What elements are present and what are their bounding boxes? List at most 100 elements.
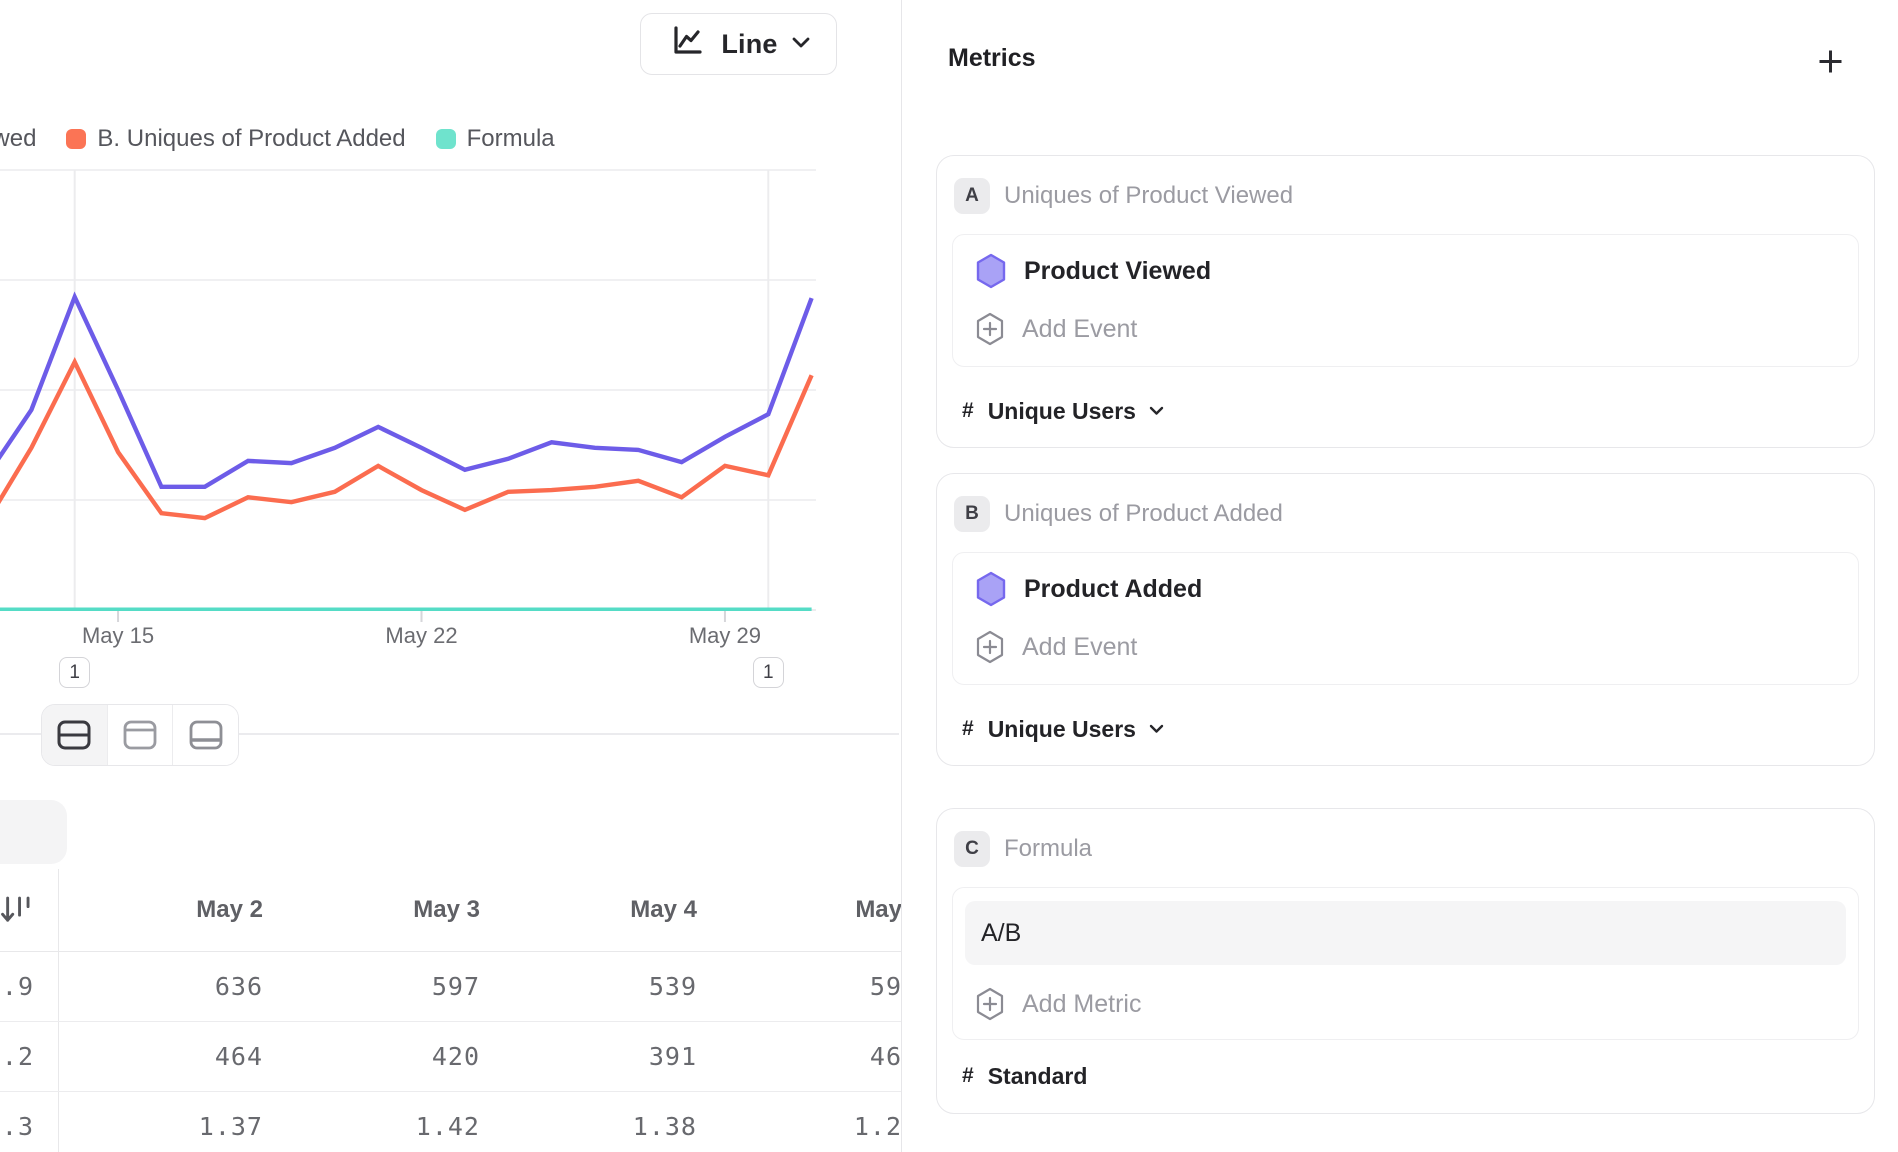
table-cell: 46 xyxy=(869,1042,901,1071)
series-line xyxy=(0,357,814,521)
panel-bottom-icon xyxy=(189,720,223,750)
annotation-badge[interactable]: 1 xyxy=(59,657,91,688)
chevron-down-icon xyxy=(1149,406,1164,415)
chevron-down-icon xyxy=(792,35,810,53)
metric-badge-b: B xyxy=(954,496,990,532)
x-axis-label: May 15 xyxy=(82,623,154,648)
table-cell: .2 xyxy=(0,1022,59,1091)
chart-type-dropdown[interactable]: Line xyxy=(640,13,837,75)
formula-input[interactable]: A/B xyxy=(965,901,1846,965)
measure-dropdown[interactable]: # Unique Users xyxy=(962,712,1164,746)
column-header[interactable]: May xyxy=(855,896,901,923)
view-option-panel-bottom[interactable] xyxy=(172,705,238,765)
table-header-row: May 2 May 3 May 4 May xyxy=(0,869,901,952)
table-row[interactable]: .9 636 597 539 59 xyxy=(0,952,901,1022)
metric-title: Uniques of Product Added xyxy=(1004,500,1283,527)
table-cell: .3 xyxy=(0,1092,59,1152)
metric-badge-c: C xyxy=(954,831,990,867)
add-event-button[interactable]: Add Event xyxy=(975,627,1137,667)
legend-label-b: B. Uniques of Product Added xyxy=(97,125,406,152)
chart-legend: A. Uniques of Product Viewed B. Uniques … xyxy=(0,124,555,154)
legend-swatch-b xyxy=(66,129,87,149)
table-cell: 391 xyxy=(648,1042,697,1071)
line-chart[interactable]: May 15 May 22 May 29 xyxy=(0,160,816,656)
measure-dropdown[interactable]: # Unique Users xyxy=(962,394,1164,428)
table-cell: 420 xyxy=(431,1042,480,1071)
table-cell: 636 xyxy=(214,972,263,1001)
metric-title: Formula xyxy=(1004,835,1093,862)
add-metric-button[interactable]: Add Metric xyxy=(975,984,1141,1024)
table-cell: 597 xyxy=(431,972,480,1001)
clipped-toolbar-button[interactable] xyxy=(0,800,67,864)
legend-label-a: A. Uniques of Product Viewed xyxy=(0,125,37,152)
event-row[interactable]: Product Viewed xyxy=(975,250,1211,292)
hash-icon: # xyxy=(962,717,974,740)
view-switcher xyxy=(41,704,239,766)
chart-pane: Line A. Uniques of Product Viewed B. Uni… xyxy=(0,0,901,1152)
series-line xyxy=(0,291,814,489)
add-metric-icon xyxy=(976,987,1004,1021)
x-axis-label: May 22 xyxy=(385,623,457,648)
measure-label: Standard xyxy=(987,1062,1088,1089)
add-event-icon xyxy=(976,630,1004,664)
add-event-icon xyxy=(976,312,1004,346)
sort-column-header[interactable] xyxy=(0,869,59,951)
annotation-badge[interactable]: 1 xyxy=(752,657,784,688)
measure-label: Unique Users xyxy=(987,397,1136,424)
formula-group: A/B Add Metric xyxy=(952,887,1859,1040)
legend-item-a[interactable]: A. Uniques of Product Viewed xyxy=(0,125,36,153)
add-metric-card-button[interactable] xyxy=(1816,47,1844,75)
add-event-label: Add Event xyxy=(1022,632,1138,661)
column-header[interactable]: May 3 xyxy=(413,896,480,923)
metric-card-c: C Formula A/B Add Metric # Standard xyxy=(936,808,1875,1114)
table-cell: 1.2 xyxy=(853,1112,901,1141)
table-row[interactable]: .2 464 420 391 46 xyxy=(0,1022,901,1092)
panel-top-icon xyxy=(123,720,157,750)
table-cell: 59 xyxy=(869,972,901,1001)
column-header[interactable]: May 4 xyxy=(630,896,697,923)
event-row[interactable]: Product Added xyxy=(975,568,1202,610)
event-name: Product Viewed xyxy=(1024,256,1212,285)
event-group: Product Added Add Event xyxy=(952,552,1859,685)
add-event-label: Add Event xyxy=(1022,314,1138,343)
column-header[interactable]: May 2 xyxy=(196,896,263,923)
measure-type[interactable]: # Standard xyxy=(962,1059,1087,1093)
line-chart-svg: May 15 May 22 May 29 xyxy=(0,169,816,648)
legend-item-c[interactable]: Formula xyxy=(435,125,555,153)
event-hexagon-icon xyxy=(976,571,1006,607)
formula-value: A/B xyxy=(981,918,1022,947)
view-option-panel-top[interactable] xyxy=(106,705,173,765)
legend-swatch-c xyxy=(435,129,456,149)
view-option-split-horizontal[interactable] xyxy=(42,705,107,765)
metric-card-a: A Uniques of Product Viewed Product View… xyxy=(936,155,1875,448)
table-row[interactable]: .3 1.37 1.42 1.38 1.2 xyxy=(0,1092,901,1152)
split-horizontal-icon xyxy=(57,720,91,750)
line-chart-icon xyxy=(667,22,707,67)
hash-icon: # xyxy=(962,399,974,422)
table-cell: 464 xyxy=(214,1042,263,1071)
metric-title: Uniques of Product Viewed xyxy=(1004,182,1294,209)
legend-item-b[interactable]: B. Uniques of Product Added xyxy=(66,125,406,153)
sort-descending-icon xyxy=(1,896,30,922)
legend-label-c: Formula xyxy=(466,125,555,152)
metrics-panel-title: Metrics xyxy=(948,44,1036,72)
hash-icon: # xyxy=(962,1064,974,1087)
measure-label: Unique Users xyxy=(987,715,1136,742)
chart-type-label: Line xyxy=(721,28,778,59)
event-name: Product Added xyxy=(1024,574,1203,603)
results-table: May 2 May 3 May 4 May .9 636 597 539 59 … xyxy=(0,869,901,1152)
metrics-panel: Metrics A Uniques of Product Viewed Prod… xyxy=(901,0,1898,1152)
metric-card-b: B Uniques of Product Added Product Added… xyxy=(936,473,1875,766)
x-axis-label: May 29 xyxy=(689,623,761,648)
add-event-button[interactable]: Add Event xyxy=(975,309,1137,349)
table-cell: 1.37 xyxy=(198,1112,263,1141)
table-cell: 539 xyxy=(648,972,697,1001)
table-cell: .9 xyxy=(0,952,59,1021)
event-group: Product Viewed Add Event xyxy=(952,234,1859,367)
horizontal-divider xyxy=(0,733,899,735)
table-cell: 1.42 xyxy=(415,1112,480,1141)
plus-icon xyxy=(1819,50,1841,72)
chevron-down-icon xyxy=(1149,724,1164,733)
table-cell: 1.38 xyxy=(632,1112,697,1141)
